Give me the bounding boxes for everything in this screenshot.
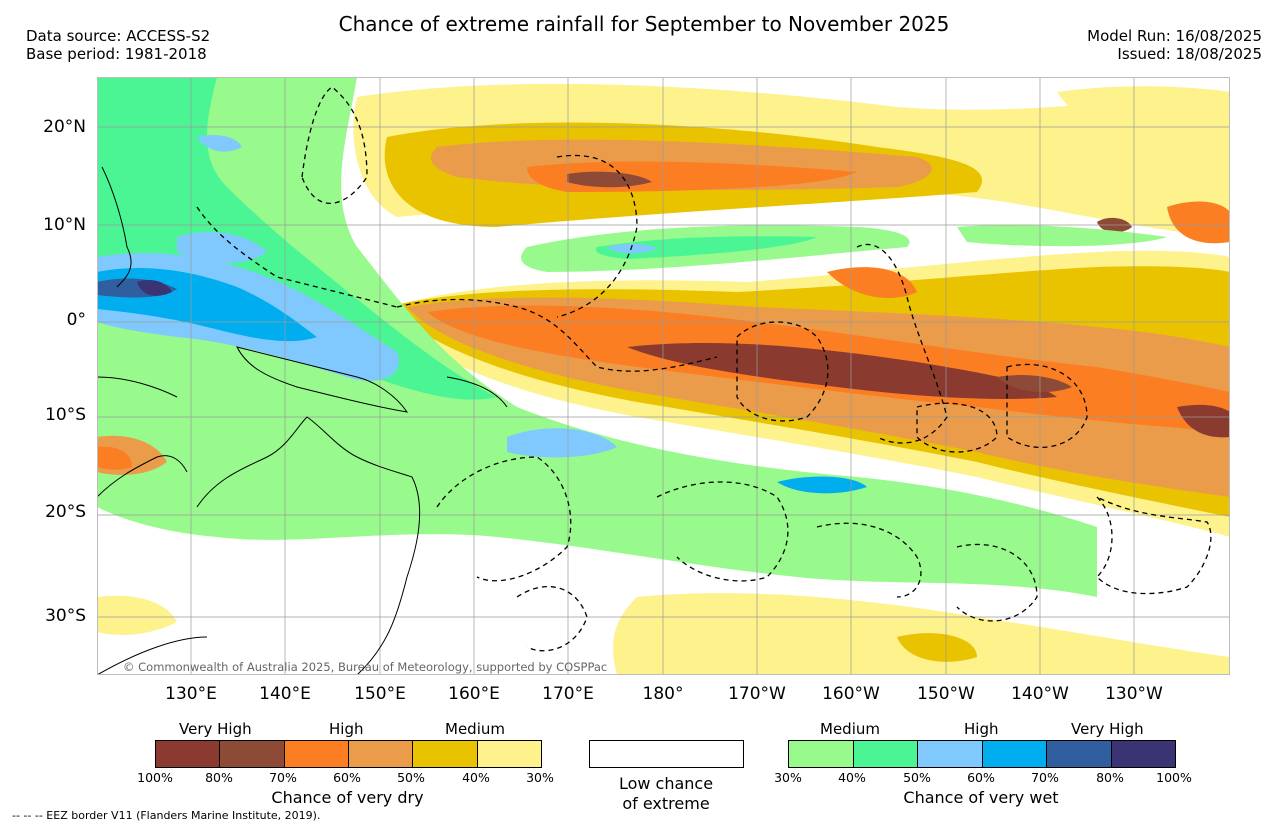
dry-tick: 100% [137,770,173,785]
dry-tick: 50% [397,770,425,785]
lon-label: 150°E [354,684,406,704]
dry-swatch [156,741,221,767]
wet-category-high: High [964,720,999,738]
wet-swatch [1047,741,1112,767]
dry-tick: 70% [269,770,297,785]
lat-label: 30°S [45,606,86,626]
issued-date: Issued: 18/08/2025 [1117,45,1262,63]
source-info: Data source: ACCESS-S2 Base period: 1981… [26,27,210,63]
dry-swatch [348,741,414,767]
wet-swatch [982,741,1047,767]
dry-tick: 40% [462,770,490,785]
rainfall-map [97,77,1230,675]
eez-borders [196,86,1212,652]
dry-colorbar [155,740,542,768]
dry-swatch [413,741,478,767]
wet-tick: 50% [903,770,931,785]
lon-label: 160°E [448,684,500,704]
dry-swatch [477,741,541,767]
lat-label: 10°S [45,405,86,425]
lat-label: 0° [66,310,86,330]
wet-region-northwest [177,135,267,264]
wet-tick: 40% [838,770,866,785]
wet-tick: 100% [1156,770,1192,785]
lon-label: 130°E [165,684,217,704]
dry-swatch [284,741,349,767]
wet-band-north [521,225,1167,272]
wet-swatch [918,741,983,767]
lon-label: 160°W [822,684,880,704]
dry-swatch [220,741,285,767]
chart-title: Chance of extreme rainfall for September… [338,12,950,36]
low-chance-label: Low chance of extreme [570,774,762,814]
lat-label: 20°S [45,502,86,522]
lon-label: 180° [642,684,684,704]
dry-band-north [353,83,1230,244]
wet-region-west [97,77,1097,597]
wet-category-very-high: Very High [1071,720,1144,738]
dry-category-very-high: Very High [179,720,252,738]
lon-label: 130°W [1105,684,1163,704]
lat-label: 20°N [43,117,86,137]
wet-colorbar [788,740,1176,768]
lat-label: 10°N [43,215,86,235]
low-chance-line1: Low chance [618,774,714,793]
dry-region-south [97,404,1230,675]
low-chance-line2: of extreme [622,794,710,813]
lon-label: 170°W [728,684,786,704]
lon-label: 170°E [542,684,594,704]
dry-category-high: High [329,720,364,738]
dry-tick: 60% [333,770,361,785]
map-frame [97,77,1230,675]
dry-colorbar-title: Chance of very dry [271,788,424,807]
lon-label: 150°W [917,684,975,704]
lon-label: 140°W [1011,684,1069,704]
wet-tick: 30% [774,770,802,785]
model-run: Model Run: 16/08/2025 [1087,27,1262,45]
run-info: Model Run: 16/08/2025 Issued: 18/08/2025 [1087,27,1262,63]
eez-footnote: -- -- -- EEZ border V11 (Flanders Marine… [12,809,321,822]
wet-swatch [1111,741,1175,767]
wet-swatch [789,741,854,767]
wet-colorbar-title: Chance of very wet [903,788,1059,807]
wet-tick: 60% [967,770,995,785]
dry-tick: 80% [205,770,233,785]
wet-tick: 80% [1096,770,1124,785]
base-period: Base period: 1981-2018 [26,45,207,63]
data-source: Data source: ACCESS-S2 [26,27,211,45]
dry-category-medium: Medium [445,720,505,738]
map-grid [97,77,1230,675]
coastlines [97,166,508,675]
lon-label: 140°E [259,684,311,704]
map-copyright: © Commonwealth of Australia 2025, Bureau… [123,660,608,674]
wet-category-medium: Medium [820,720,880,738]
wet-tick: 70% [1031,770,1059,785]
low-chance-swatch [589,740,744,768]
wet-swatch [853,741,918,767]
dry-tick: 30% [526,770,554,785]
